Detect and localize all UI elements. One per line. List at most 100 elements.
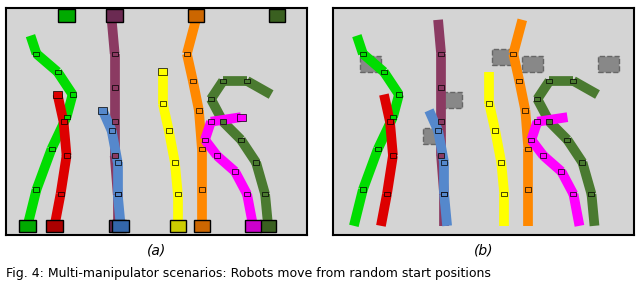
Bar (360, 187, 366, 192)
Bar (54, 70, 61, 74)
Bar (441, 92, 462, 108)
Bar (579, 160, 586, 165)
Bar (220, 79, 226, 83)
Bar (158, 68, 167, 75)
Bar (516, 79, 522, 83)
Bar (112, 52, 118, 56)
Bar (19, 220, 36, 232)
Bar (112, 153, 118, 158)
Bar (522, 56, 543, 72)
Bar (547, 119, 552, 124)
Bar (438, 153, 444, 158)
Bar (61, 119, 67, 124)
Bar (534, 97, 540, 101)
Bar (53, 91, 62, 98)
Bar (113, 220, 129, 232)
Bar (160, 101, 166, 106)
Bar (214, 153, 220, 158)
Bar (46, 220, 63, 232)
Bar (244, 192, 250, 196)
Bar (540, 153, 547, 158)
Bar (570, 192, 577, 196)
Bar (499, 160, 504, 165)
Bar (260, 220, 276, 232)
Bar (244, 79, 250, 83)
Bar (109, 128, 115, 133)
Bar (220, 119, 226, 124)
Bar (510, 52, 516, 56)
Bar (360, 56, 381, 72)
Bar (441, 160, 447, 165)
Bar (384, 192, 390, 196)
Bar (63, 153, 70, 158)
Bar (501, 192, 508, 196)
Bar (208, 97, 214, 101)
Bar (559, 169, 564, 174)
Text: (b): (b) (474, 244, 493, 258)
Bar (232, 169, 238, 174)
Bar (202, 138, 208, 142)
Bar (438, 85, 444, 90)
Bar (486, 101, 492, 106)
Bar (58, 192, 63, 196)
Bar (438, 52, 444, 56)
Bar (106, 9, 123, 22)
Bar (199, 187, 205, 192)
Bar (441, 192, 447, 196)
Bar (269, 9, 285, 22)
Bar (262, 192, 268, 196)
Bar (70, 92, 76, 97)
Bar (525, 147, 531, 151)
Bar (115, 192, 121, 196)
Bar (115, 160, 121, 165)
Bar (33, 187, 40, 192)
Bar (184, 52, 190, 56)
Bar (492, 49, 513, 65)
Bar (49, 147, 54, 151)
Bar (253, 160, 259, 165)
Bar (109, 220, 126, 232)
Bar (390, 115, 396, 119)
Bar (199, 147, 205, 151)
Bar (175, 192, 181, 196)
Bar (423, 128, 444, 144)
Bar (441, 192, 447, 196)
Bar (598, 56, 619, 72)
Bar (188, 9, 204, 22)
Bar (570, 79, 577, 83)
Bar (196, 108, 202, 113)
Bar (190, 79, 196, 83)
Bar (33, 52, 40, 56)
Bar (58, 9, 75, 22)
Bar (589, 192, 595, 196)
Bar (375, 147, 381, 151)
Bar (522, 108, 529, 113)
Bar (387, 119, 393, 124)
Bar (360, 52, 366, 56)
Bar (438, 119, 444, 124)
Bar (492, 128, 499, 133)
Bar (396, 92, 402, 97)
Text: Fig. 4: Multi-manipulator scenarios: Robots move from random start positions: Fig. 4: Multi-manipulator scenarios: Rob… (6, 267, 492, 280)
Bar (238, 138, 244, 142)
Bar (534, 119, 540, 124)
Bar (525, 187, 531, 192)
Bar (115, 192, 121, 196)
Bar (172, 160, 178, 165)
Bar (244, 220, 261, 232)
Bar (98, 107, 107, 114)
Bar (390, 153, 396, 158)
Bar (381, 70, 387, 74)
Bar (194, 220, 210, 232)
Text: (a): (a) (147, 244, 166, 258)
Bar (208, 119, 214, 124)
Bar (435, 128, 441, 133)
Bar (547, 79, 552, 83)
Bar (112, 119, 118, 124)
Bar (170, 220, 186, 232)
Bar (112, 85, 118, 90)
Bar (529, 138, 534, 142)
Bar (166, 128, 172, 133)
Bar (63, 115, 70, 119)
Bar (237, 114, 246, 121)
